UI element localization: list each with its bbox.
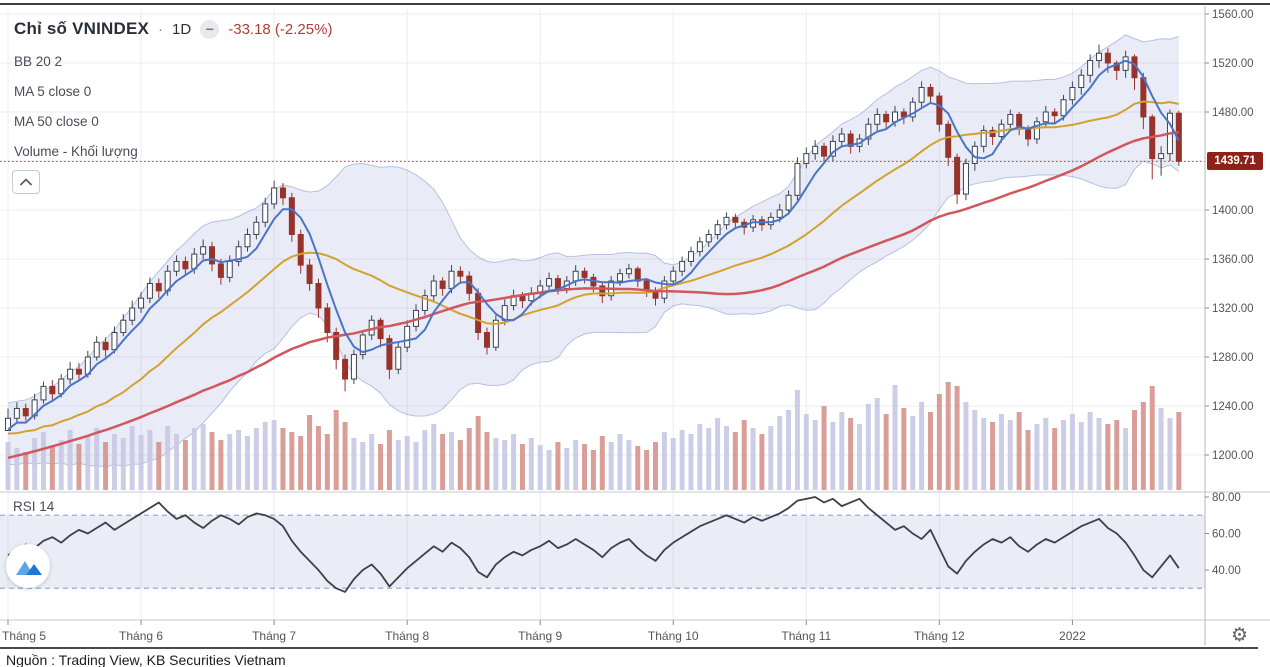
- price-change-label: -33.18 (-2.25%): [228, 20, 333, 38]
- legend-ma50[interactable]: MA 50 close 0: [14, 114, 99, 129]
- svg-text:80.00: 80.00: [1212, 492, 1241, 504]
- last-price-label: 1439.71: [1207, 152, 1263, 171]
- legend-ma5[interactable]: MA 5 close 0: [14, 84, 92, 99]
- time-axis[interactable]: [0, 620, 1205, 646]
- chart-legend: Chỉ số VNINDEX · 1D − -33.18 (-2.25%) BB…: [14, 17, 332, 159]
- rsi-pane: [0, 496, 1205, 593]
- svg-text:Tháng 10: Tháng 10: [648, 629, 699, 643]
- svg-text:Tháng 12: Tháng 12: [914, 629, 965, 643]
- legend-volume[interactable]: Volume - Khối lượng: [14, 144, 138, 159]
- svg-text:1480.00: 1480.00: [1212, 107, 1254, 119]
- svg-text:1560.00: 1560.00: [1212, 9, 1254, 21]
- bollinger-band: [7, 34, 1180, 468]
- tradingview-logo-icon: [6, 544, 50, 588]
- price-chart-canvas[interactable]: 1560.00 1520.00 1480.00 1400.00 1360.00 1320.…: [0, 0, 1270, 646]
- settings-gear-icon[interactable]: ⚙: [1231, 624, 1249, 646]
- svg-text:1240.00: 1240.00: [1212, 401, 1254, 413]
- svg-text:Tháng 6: Tháng 6: [119, 629, 163, 643]
- svg-text:1400.00: 1400.00: [1212, 205, 1254, 217]
- svg-text:1280.00: 1280.00: [1212, 352, 1254, 364]
- svg-text:1520.00: 1520.00: [1212, 58, 1254, 70]
- chevron-up-icon: [20, 178, 32, 186]
- source-attribution: Nguồn : Trading View, KB Securities Viet…: [6, 652, 286, 667]
- legend-bollinger-bands[interactable]: BB 20 2: [14, 54, 63, 69]
- svg-text:Tháng 5: Tháng 5: [2, 629, 46, 643]
- symbol-row[interactable]: Chỉ số VNINDEX · 1D − -33.18 (-2.25%): [14, 17, 332, 41]
- svg-text:40.00: 40.00: [1212, 565, 1241, 577]
- svg-text:1320.00: 1320.00: [1212, 303, 1254, 315]
- rsi-legend-label[interactable]: RSI 14: [13, 499, 55, 514]
- symbol-separator: ·: [158, 20, 164, 38]
- axes: 1560.00 1520.00 1480.00 1400.00 1360.00 1320.…: [0, 6, 1270, 645]
- svg-text:Tháng 7: Tháng 7: [252, 629, 296, 643]
- svg-text:2022: 2022: [1059, 629, 1086, 643]
- footer-divider: [0, 647, 1258, 649]
- svg-text:60.00: 60.00: [1212, 529, 1241, 541]
- candlesticks: [5, 44, 1182, 431]
- moving-averages: [7, 59, 1180, 460]
- hide-symbol-icon[interactable]: −: [200, 19, 220, 39]
- svg-text:Tháng 11: Tháng 11: [781, 629, 831, 643]
- svg-text:1200.00: 1200.00: [1212, 450, 1254, 462]
- svg-text:1360.00: 1360.00: [1212, 254, 1254, 266]
- symbol-title: Chỉ số VNINDEX: [14, 19, 150, 38]
- top-crop-line: [0, 3, 1270, 5]
- interval-label: 1D: [172, 20, 192, 38]
- collapse-legend-button[interactable]: [12, 170, 40, 194]
- mountain-glyph: [16, 561, 42, 575]
- volume-bars: [5, 382, 1182, 490]
- svg-text:Tháng 8: Tháng 8: [385, 629, 429, 643]
- svg-text:Tháng 9: Tháng 9: [518, 629, 562, 643]
- price-axis[interactable]: [1205, 8, 1270, 620]
